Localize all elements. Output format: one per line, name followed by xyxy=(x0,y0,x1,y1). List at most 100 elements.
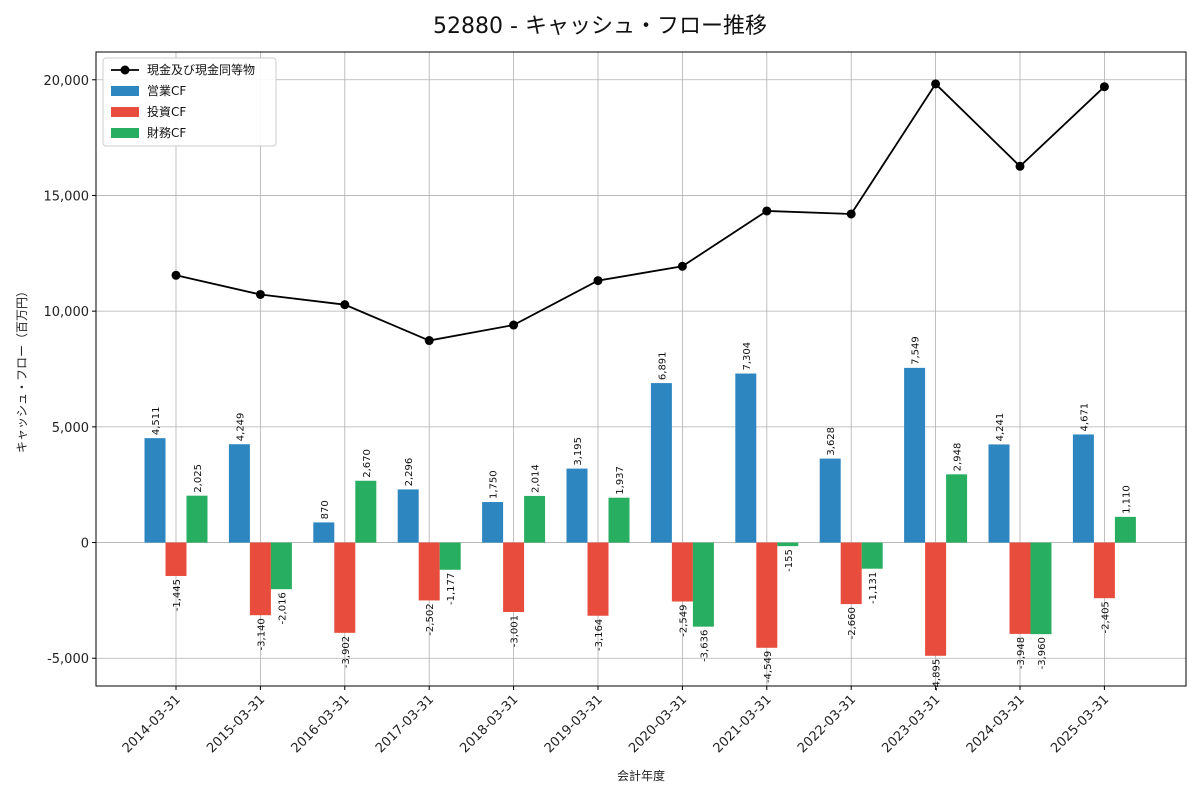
bar-financing xyxy=(524,495,546,543)
bar-value-label: -2,549 xyxy=(678,605,689,637)
bar-value-label: -2,660 xyxy=(847,607,858,639)
bar-operating xyxy=(1072,434,1094,543)
bar-value-label: -3,140 xyxy=(256,618,267,650)
cash-line-point xyxy=(1099,82,1109,92)
bar-operating xyxy=(650,383,672,543)
cash-line-point xyxy=(931,79,941,89)
cash-line-point xyxy=(762,206,772,216)
bar-operating xyxy=(313,522,335,543)
legend-swatch xyxy=(111,128,139,138)
cash-line xyxy=(171,79,1109,346)
bar-value-label: 4,249 xyxy=(235,413,246,442)
chart-title: 52880 - キャッシュ・フロー推移 xyxy=(433,14,767,39)
plot-frame xyxy=(95,51,1187,687)
bar-value-label: -4,895 xyxy=(932,659,943,691)
bar-investing xyxy=(671,542,693,602)
bar-value-label: 4,241 xyxy=(995,413,1006,442)
bar-financing xyxy=(270,542,292,590)
bar-value-label: 7,549 xyxy=(911,336,922,365)
bar-financing xyxy=(946,474,968,543)
bar-investing xyxy=(334,542,356,633)
bar-operating xyxy=(228,444,250,543)
bar-value-label: 870 xyxy=(320,500,331,519)
y-tick-label: 10,000 xyxy=(44,305,90,320)
bar-value-label: -3,948 xyxy=(1016,637,1027,669)
bar-investing xyxy=(1009,542,1031,634)
x-tick-label: 2024-03-31 xyxy=(964,692,1028,756)
bar-financing xyxy=(1114,516,1136,543)
x-tick-label: 2016-03-31 xyxy=(289,692,353,756)
y-tick-label: 20,000 xyxy=(44,74,90,89)
bar-value-label: 7,304 xyxy=(742,342,753,371)
bar-value-label: 2,670 xyxy=(362,449,373,478)
legend-swatch xyxy=(111,86,139,96)
cash-line-point xyxy=(255,289,265,299)
cash-line-point xyxy=(340,300,350,310)
bar-value-label: 1,110 xyxy=(1121,485,1132,514)
cash-line-point xyxy=(424,336,434,346)
bar-value-label: 2,014 xyxy=(531,464,542,493)
y-tick-label: -5,000 xyxy=(47,652,89,667)
bar-investing xyxy=(1093,542,1115,599)
bar-operating xyxy=(397,489,419,543)
x-tick-label: 2021-03-31 xyxy=(711,692,775,756)
cash-line-point xyxy=(846,209,856,219)
bar-value-label: 4,671 xyxy=(1079,403,1090,432)
y-tick-label: 15,000 xyxy=(44,189,90,204)
legend-label: 現金及び現金同等物 xyxy=(147,62,255,77)
y-tick-label: 5,000 xyxy=(52,421,89,436)
x-axis: 2014-03-31 2015-03-31 2016-03-31 2017-03-31… xyxy=(120,686,1112,756)
bar-operating xyxy=(988,444,1010,543)
x-tick-label: 2025-03-31 xyxy=(1048,692,1112,756)
legend-line-point xyxy=(120,65,130,75)
bar-financing xyxy=(186,495,208,543)
bar-investing xyxy=(756,542,778,648)
cash-line-point xyxy=(171,270,181,280)
bar-value-label: -3,902 xyxy=(341,636,352,668)
bar-value-label: -3,636 xyxy=(699,630,710,662)
bar-investing xyxy=(925,542,947,656)
legend-label: 投資CF xyxy=(147,104,186,119)
bar-financing xyxy=(355,480,377,543)
bars xyxy=(144,367,1136,656)
bar-investing xyxy=(165,542,187,576)
y-tick-label: 0 xyxy=(81,537,89,552)
bar-operating xyxy=(482,502,504,543)
bar-value-label: -4,549 xyxy=(763,651,774,683)
bar-labels: 4,511 4,249 870 2,296 1,750 3,195 6,891 7,304 3,… xyxy=(151,336,1132,691)
bar-investing xyxy=(418,542,440,601)
x-tick-label: 2018-03-31 xyxy=(457,692,521,756)
legend-label: 営業CF xyxy=(147,84,186,98)
bar-value-label: 1,937 xyxy=(615,466,626,495)
bar-financing xyxy=(608,497,630,543)
x-tick-label: 2019-03-31 xyxy=(542,692,606,756)
x-tick-label: 2022-03-31 xyxy=(795,692,859,756)
bar-operating xyxy=(735,373,757,543)
bar-value-label: 2,025 xyxy=(193,464,204,493)
bar-financing xyxy=(777,542,799,547)
cash-line-point xyxy=(1015,161,1025,171)
y-axis: -5,000 0 5,000 10,000 15,000 20,000 xyxy=(44,74,96,667)
legend-box xyxy=(102,57,277,147)
bar-operating xyxy=(566,468,588,543)
bar-value-label: 2,296 xyxy=(404,458,415,487)
bar-value-label: -3,960 xyxy=(1037,637,1048,669)
bar-financing xyxy=(692,542,714,627)
legend-swatch xyxy=(111,107,139,117)
bar-value-label: -1,131 xyxy=(868,572,879,604)
bar-value-label: -2,502 xyxy=(425,603,436,635)
bar-investing xyxy=(249,542,271,616)
bar-investing xyxy=(503,542,525,612)
x-tick-label: 2017-03-31 xyxy=(373,692,437,756)
bar-value-label: -2,405 xyxy=(1100,601,1111,633)
x-tick-label: 2014-03-31 xyxy=(120,692,184,756)
legend-label: 財務CF xyxy=(147,125,186,140)
y-axis-label: キャッシュ・フロー（百万円） xyxy=(15,285,29,453)
bar-value-label: -1,445 xyxy=(172,579,183,611)
bar-value-label: -1,177 xyxy=(446,573,457,605)
cash-line-path xyxy=(175,82,1106,342)
bar-operating xyxy=(819,458,841,543)
bar-value-label: -2,016 xyxy=(277,592,288,624)
